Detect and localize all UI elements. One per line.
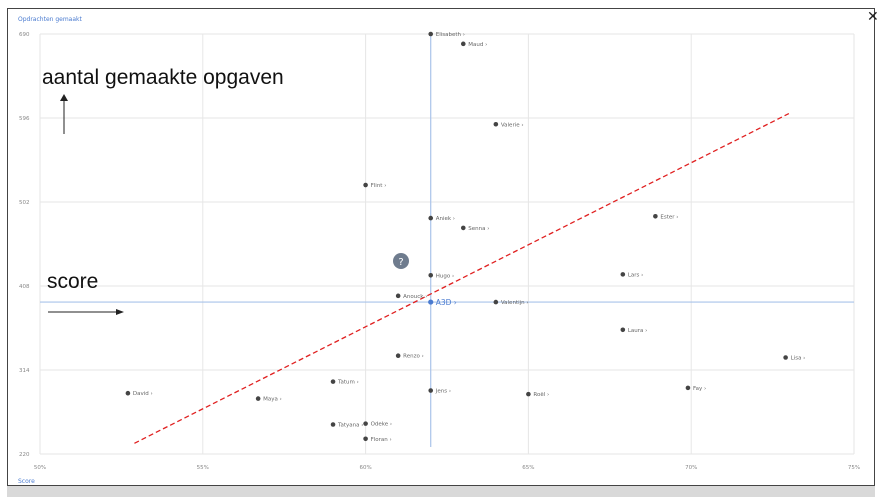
data-point-label: Anouck › (403, 294, 427, 300)
x-tick-label: 60% (359, 465, 371, 471)
data-point (395, 353, 401, 359)
data-point (428, 272, 434, 278)
data-point (685, 385, 691, 391)
data-point (493, 121, 499, 127)
data-point (330, 422, 336, 427)
data-point (125, 390, 131, 396)
data-point-label: Renzo › (403, 354, 424, 360)
data-point (620, 327, 626, 333)
data-point-label: Maya › (263, 397, 282, 403)
data-point (255, 396, 261, 401)
data-point (493, 299, 499, 305)
y-tick-label: 596 (19, 116, 30, 122)
data-point-label: Hugo › (436, 273, 454, 279)
chart-title: Opdrachten gemaakt (18, 16, 82, 23)
y-tick-label: 502 (19, 200, 30, 206)
data-point (783, 355, 788, 360)
data-point-label: Senna › (468, 226, 489, 232)
data-points: Elisabeth ›Maud › Valerie › Flint › Ester ›… (125, 31, 806, 443)
chart-window (7, 8, 875, 486)
up-arrow-icon (60, 94, 68, 101)
axis-ticks: 50% 55% 60% 65% 70% 75% 690 596 502 408 314 220 (19, 32, 860, 471)
data-point (363, 182, 368, 188)
data-point (620, 272, 626, 277)
help-badge-circle (393, 253, 409, 269)
x-tick-label: 65% (522, 465, 534, 471)
x-tick-label: 55% (197, 465, 209, 471)
x-tick-label: 50% (34, 465, 46, 471)
y-tick-label: 690 (19, 32, 30, 38)
data-point (653, 213, 658, 219)
reference-point (428, 299, 434, 305)
trend-line-path (134, 112, 790, 444)
crosshair (40, 34, 854, 447)
y-tick-label: 314 (19, 368, 30, 374)
data-point (428, 31, 434, 37)
data-point-label: Tatyana › (337, 423, 363, 429)
grid (39, 33, 855, 455)
trend-line (134, 112, 790, 444)
data-point (460, 41, 466, 47)
data-point (428, 215, 434, 221)
x-tick-label: 75% (848, 465, 860, 471)
data-point-label: Tatum › (337, 380, 359, 386)
data-point-label: Flint › (371, 183, 387, 189)
data-point-label: Aniek › (436, 216, 455, 222)
data-point-label: Jens › (435, 389, 451, 395)
data-point-label: Valentijn › (501, 300, 529, 306)
reference-point-label: A3D › (436, 298, 457, 307)
bottom-bar (7, 486, 875, 497)
data-point (526, 391, 531, 397)
data-point-label: Maud › (468, 42, 487, 48)
data-point-label: Fay › (693, 386, 706, 392)
data-point-label: Laura › (628, 328, 648, 334)
data-point (363, 436, 368, 442)
x-axis-label: Score (18, 478, 35, 485)
data-point-label: Valerie › (501, 122, 524, 128)
close-icon[interactable]: ✕ (867, 9, 877, 25)
data-point (428, 388, 434, 393)
x-annotation-label: score (47, 270, 99, 293)
help-badge: ? (393, 253, 409, 269)
data-point (363, 421, 368, 426)
data-point-label: Lars › (628, 272, 644, 278)
data-point (330, 379, 336, 384)
x-tick-label: 70% (685, 465, 697, 471)
right-arrow-icon (116, 309, 124, 315)
data-point (395, 293, 401, 299)
data-point-label: Odeke › (371, 422, 393, 428)
y-tick-label: 408 (19, 284, 30, 290)
data-point-label: Lisa › (791, 355, 806, 361)
data-point-label: Roël › (533, 392, 549, 398)
y-tick-label: 220 (19, 452, 30, 458)
data-point-label: David › (133, 391, 153, 397)
help-badge-text: ? (398, 257, 403, 268)
data-point (460, 225, 466, 231)
data-point-label: Ester › (660, 214, 678, 220)
annotation-arrows (48, 94, 124, 315)
y-annotation-label: aantal gemaakte opgaven (42, 66, 284, 89)
data-point-label: Elisabeth › (436, 32, 465, 38)
data-point-label: Floran › (371, 437, 392, 443)
